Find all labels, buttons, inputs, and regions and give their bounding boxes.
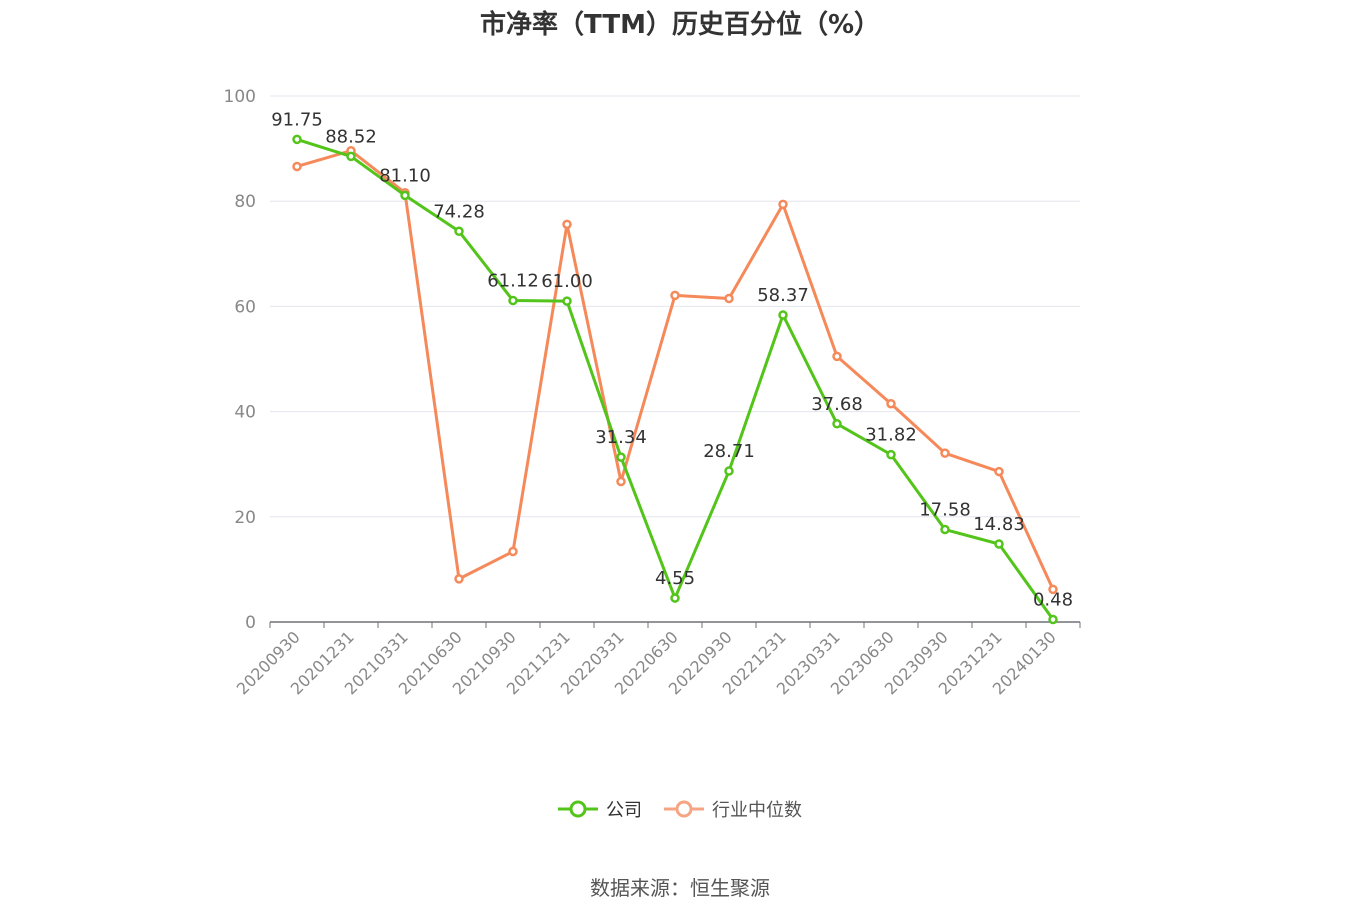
- company-data-point: [778, 310, 788, 320]
- company-data-label: 61.00: [541, 271, 593, 292]
- y-tick-label: 60: [234, 297, 256, 317]
- company-data-label: 91.75: [271, 109, 323, 130]
- company-data-point: [886, 449, 896, 460]
- company-data-point: [508, 295, 518, 306]
- y-tick-label: 40: [234, 403, 256, 423]
- legend-item-industry-median[interactable]: 行业中位数: [664, 796, 802, 822]
- data-source-note: 数据来源：恒生聚源: [590, 876, 770, 900]
- company-data-label: 4.55: [655, 568, 695, 589]
- industry-median-data-point: [562, 219, 572, 230]
- industry-median-data-point: [886, 398, 896, 409]
- industry-median-data-point: [670, 290, 680, 301]
- company-data-label: 61.12: [487, 271, 539, 292]
- company-data-point: [1048, 614, 1058, 625]
- company-data-label: 37.68: [811, 394, 863, 415]
- company-data-point: [940, 524, 950, 535]
- legend-label-company: 公司: [606, 800, 642, 821]
- company-data-label: 31.34: [595, 427, 647, 448]
- company-series-line: [296, 137, 1055, 621]
- company-data-point: [562, 296, 572, 306]
- company-data-label: 31.82: [865, 425, 917, 446]
- industry-median-data-point: [994, 466, 1004, 477]
- legend-marker-industry-median: [664, 800, 704, 818]
- company-data-label: 81.10: [379, 165, 431, 186]
- company-data-label: 14.83: [973, 514, 1025, 535]
- legend-item-company[interactable]: 公司: [558, 796, 642, 822]
- industry-median-data-point: [832, 351, 842, 362]
- industry-median-data-point: [508, 546, 518, 557]
- industry-median-data-point: [616, 476, 626, 487]
- industry-median-data-point: [1048, 584, 1058, 595]
- company-data-label: 28.71: [703, 441, 755, 462]
- industry-median-data-point: [940, 448, 950, 458]
- legend-label-industry-median: 行业中位数: [712, 800, 802, 821]
- industry-median-data-point: [778, 199, 788, 210]
- legend: 公司 行业中位数: [0, 796, 1360, 822]
- company-data-point: [292, 134, 302, 145]
- chart-title: 市净率（TTM）历史百分位（%）: [480, 10, 880, 40]
- industry-median-data-point: [454, 574, 464, 584]
- company-data-label: 0.48: [1033, 589, 1073, 610]
- company-data-label: 17.58: [919, 500, 971, 521]
- company-data-point: [724, 466, 734, 476]
- company-data-label: 88.52: [325, 126, 377, 147]
- y-tick-label: 20: [234, 508, 256, 528]
- company-data-point: [670, 593, 680, 603]
- company-data-point: [454, 226, 464, 237]
- y-tick-label: 100: [224, 87, 256, 107]
- company-data-point: [616, 452, 626, 462]
- company-data-point: [994, 539, 1004, 549]
- company-data-label: 74.28: [433, 201, 485, 222]
- industry-median-data-point: [724, 293, 734, 304]
- company-data-label: 58.37: [757, 285, 809, 306]
- company-data-point: [400, 190, 410, 201]
- company-data-point: [346, 151, 356, 162]
- y-tick-label: 0: [245, 613, 256, 633]
- company-data-point: [832, 419, 842, 429]
- y-tick-label: 80: [234, 192, 256, 212]
- legend-marker-company: [558, 800, 598, 818]
- industry-median-data-point: [292, 161, 302, 172]
